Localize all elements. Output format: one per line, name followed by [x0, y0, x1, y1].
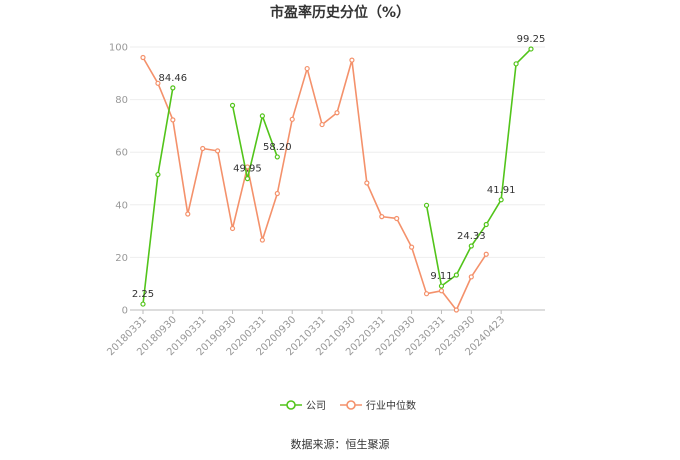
industry-median-point [140, 54, 146, 61]
industry-median-point [170, 117, 176, 123]
company-point [244, 176, 251, 182]
industry-median-point [379, 214, 385, 220]
company-point [468, 243, 474, 249]
legend-marker [346, 400, 356, 410]
company-point [140, 301, 146, 307]
grid-lines [130, 46, 545, 258]
industry-median-point [453, 307, 459, 313]
data-label: 41.91 [487, 185, 516, 196]
industry-median-point [349, 57, 355, 63]
industry-median-point [289, 116, 295, 122]
data-label: 2.25 [132, 289, 154, 300]
industry-median-point [394, 215, 400, 222]
x-axis: 2018033120180930201903312019093020200331… [105, 309, 545, 358]
company-line [142, 48, 532, 305]
industry-median-point [319, 121, 325, 128]
industry-median-point [364, 180, 370, 186]
legend-label: 公司 [306, 401, 326, 412]
company-point [229, 102, 236, 108]
data-label: 9.11 [430, 271, 452, 282]
company-point [438, 283, 445, 289]
industry-median-point [215, 148, 221, 154]
legend-label: 行业中位数 [366, 399, 416, 412]
company-point [483, 221, 489, 228]
industry-median-point [229, 225, 236, 232]
industry-median-point [185, 211, 191, 217]
legend: 公司 行业中位数 [280, 399, 416, 412]
industry-median-point [334, 110, 340, 116]
data-label: 58.20 [263, 142, 292, 153]
company-point [423, 202, 430, 208]
company-point [170, 85, 176, 91]
y-axis: 0 20 40 60 80 100 [109, 43, 128, 317]
industry-median-point [468, 274, 474, 280]
y-tick-label: 20 [115, 253, 128, 264]
company-point [528, 46, 534, 52]
industry-median-point [409, 244, 415, 250]
data-label: 99.25 [517, 34, 546, 45]
data-label: 84.46 [159, 73, 188, 84]
y-tick-label: 100 [109, 43, 128, 54]
y-tick-label: 40 [115, 200, 128, 211]
legend-item-industry-median: 行业中位数 [340, 399, 416, 412]
industry-median-point [483, 251, 489, 257]
industry-median-point [423, 291, 430, 297]
company-point [498, 197, 504, 203]
y-tick-label: 60 [115, 148, 128, 159]
industry-median-point [155, 80, 161, 86]
series-layer [140, 46, 534, 313]
y-tick-label: 80 [115, 95, 128, 106]
company-point [155, 171, 161, 178]
company-point [259, 113, 265, 119]
data-label: 24.33 [457, 231, 486, 242]
industry-median-point [304, 65, 310, 72]
company-point [453, 272, 459, 278]
legend-item-company: 公司 [280, 400, 326, 412]
chart-title: 市盈率历史分位（%） [270, 4, 410, 21]
industry-median-point [200, 145, 206, 152]
company-point [513, 61, 519, 67]
company-point [274, 154, 280, 160]
industry-median-point [259, 237, 265, 243]
y-tick-label: 0 [122, 306, 128, 317]
industry-median-point [438, 288, 445, 294]
industry-median-point [274, 190, 280, 197]
legend-marker [286, 400, 296, 410]
source-note: 数据来源：恒生聚源 [291, 437, 390, 451]
data-label: 49.95 [233, 164, 262, 175]
